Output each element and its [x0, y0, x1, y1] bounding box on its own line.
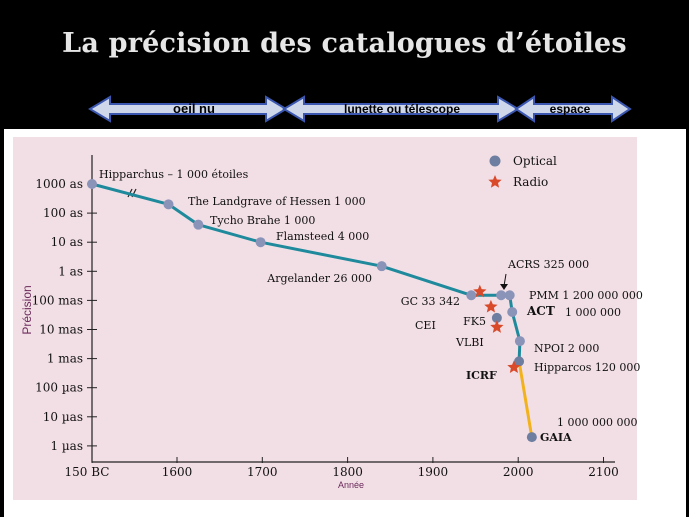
legend-optical-label: Optical — [513, 154, 557, 168]
optical-point — [163, 199, 174, 210]
y-tick-label: 10 mas — [39, 323, 83, 337]
y-tick-label: 1 mas — [47, 352, 83, 366]
label-gaia-count: 1 000 000 000 — [557, 416, 637, 429]
y-tick-label: 10 µas — [43, 410, 83, 424]
label-npoi: NPOI 2 000 — [534, 342, 599, 355]
radio-point — [484, 299, 498, 313]
era-label-telescope: lunette ou télescope — [344, 102, 460, 116]
x-tick-label: 1600 — [162, 465, 193, 479]
y-axis-title: Précision — [20, 285, 34, 334]
data-marks — [87, 179, 537, 443]
era-arrows: oeil nu lunette ou télescope espace — [88, 95, 632, 123]
slide-title: La précision des catalogues d’étoiles — [62, 28, 627, 59]
x-tick-label: 2000 — [503, 465, 534, 479]
label-hipparcos: Hipparcos 120 000 — [534, 361, 640, 374]
radio-point — [507, 360, 521, 373]
label-gc: GC 33 342 — [401, 295, 460, 308]
label-landgrave: The Landgrave of Hessen 1 000 — [188, 195, 366, 208]
label-vlbi: VLBI — [455, 336, 484, 349]
label-hipparchus: Hipparchus – 1 000 étoiles — [99, 168, 249, 181]
x-axis-title: Année — [338, 480, 364, 490]
x-tick-label: 2100 — [588, 465, 619, 479]
optical-point — [87, 179, 97, 189]
era-label-space: espace — [550, 102, 591, 116]
point-labels: Hipparchus – 1 000 étoiles The Landgrave … — [99, 154, 643, 444]
y-tick-label: 1 µas — [50, 439, 83, 453]
x-tick-label: 1800 — [332, 465, 363, 479]
optical-point — [504, 290, 515, 301]
legend-radio-marker — [488, 175, 502, 188]
legend — [488, 155, 502, 188]
radio-point — [473, 284, 487, 298]
label-cei: CEI — [415, 319, 436, 332]
label-fk5: FK5 — [463, 315, 486, 328]
era-arrow-space: espace — [514, 95, 632, 123]
optical-point — [496, 290, 507, 301]
acrs-pointer-head — [500, 284, 508, 290]
y-tick-label: 1000 as — [35, 177, 83, 191]
optical-point — [514, 356, 525, 367]
optical-point — [193, 219, 204, 230]
label-flamsteed: Flamsteed 4 000 — [276, 230, 369, 243]
label-icrf: ICRF — [466, 369, 497, 382]
label-act-count: 1 000 000 — [565, 306, 621, 319]
optical-point — [491, 312, 502, 323]
y-tick-label: 100 mas — [32, 293, 83, 307]
legend-optical-marker — [489, 155, 501, 167]
legend-radio-label: Radio — [513, 175, 548, 189]
y-tick-label: 10 as — [51, 235, 83, 249]
x-tick-label: 150 BC — [65, 465, 110, 479]
label-pmm: PMM 1 200 000 000 — [529, 289, 643, 302]
label-acrs: ACRS 325 000 — [507, 258, 589, 271]
label-gaia: GAIA — [540, 431, 572, 444]
optical-point — [466, 290, 477, 301]
axes: 1000 as 100 as 10 as 1 as 100 mas 10 mas 1 mas… — [32, 155, 619, 479]
main-curve — [91, 182, 522, 362]
radio-point — [490, 320, 504, 333]
x-tick-label: 1900 — [418, 465, 449, 479]
label-act-name: ACT — [526, 304, 555, 318]
label-tycho: Tycho Brahe 1 000 — [210, 214, 315, 227]
optical-point — [376, 261, 387, 272]
era-label-naked-eye: oeil nu — [173, 101, 215, 116]
y-tick-label: 100 as — [43, 206, 83, 220]
y-tick-label: 1 as — [58, 264, 83, 278]
optical-point — [526, 432, 537, 443]
future-curve — [517, 361, 534, 438]
optical-point — [255, 237, 266, 248]
label-argelander: Argelander 26 000 — [266, 272, 372, 285]
optical-point — [514, 336, 525, 347]
precision-curve — [91, 182, 534, 438]
optical-point — [507, 306, 518, 317]
y-tick-label: 100 µas — [35, 381, 83, 395]
x-tick-label: 1700 — [247, 465, 278, 479]
